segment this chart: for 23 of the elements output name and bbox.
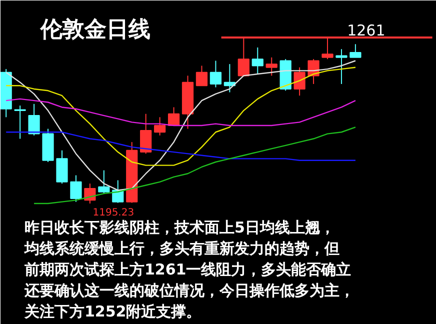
text: 关注下方1252附近支撑。 (24, 302, 202, 320)
candlestick (336, 48, 348, 84)
candlestick (210, 60, 222, 88)
text: 均线系统缓慢上行，多头有重新发力的趋势，但 (24, 240, 340, 258)
candlestick (154, 116, 166, 136)
candlestick (196, 65, 208, 86)
chart-title: 伦敦金日线 (40, 18, 150, 42)
text: 前期两次试探上方1261一线阻力，多头能否确立 (24, 260, 352, 278)
candlestick (28, 103, 40, 136)
text: 还要确认这一线的破位情况，今日操作低多为主， (24, 282, 354, 300)
text: 昨日收长下影线阴柱，技术面上5日均线上翘， (24, 218, 335, 236)
candlestick (350, 44, 362, 58)
annotation: 1261 (347, 22, 386, 40)
candlestick (70, 174, 82, 202)
candlestick (252, 46, 264, 75)
candlestick (266, 56, 278, 76)
candlestick (14, 105, 26, 140)
annotation: 1195.23 (92, 208, 134, 218)
candlestick (56, 150, 68, 184)
candlestick (98, 170, 110, 194)
candlestick (294, 66, 306, 96)
candlestick (140, 113, 152, 154)
candlestick (168, 106, 180, 126)
